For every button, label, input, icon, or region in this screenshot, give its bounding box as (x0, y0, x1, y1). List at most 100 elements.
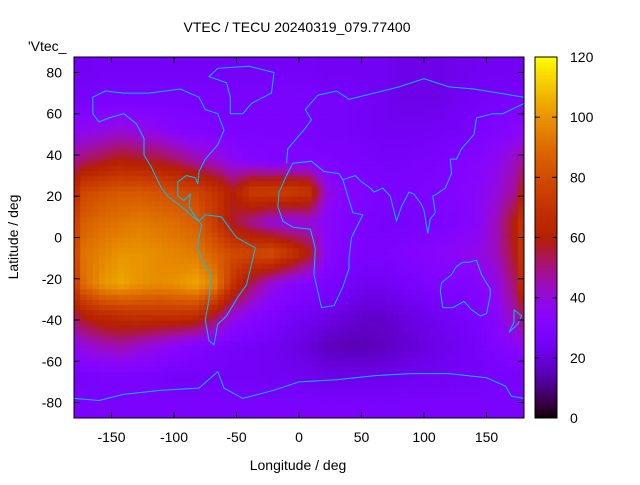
heatmap-cell (430, 93, 437, 99)
heatmap-cell (267, 376, 275, 383)
heatmap-cell (324, 191, 331, 197)
heatmap-cell (511, 144, 519, 151)
heatmap-cell (467, 108, 475, 115)
heatmap-cell (499, 93, 506, 99)
heatmap-cell (392, 237, 400, 244)
heatmap-cell (499, 129, 506, 135)
heatmap-cell (386, 139, 394, 146)
heatmap-cell (311, 361, 319, 367)
heatmap-cell (99, 160, 106, 166)
heatmap-cell (192, 350, 200, 357)
heatmap-cell (142, 304, 150, 311)
heatmap-cell (136, 103, 144, 109)
heatmap-cell (286, 278, 294, 285)
heatmap-cell (342, 412, 350, 419)
heatmap-cell (199, 216, 206, 223)
heatmap-cell (192, 309, 200, 316)
heatmap-cell (117, 252, 125, 259)
heatmap-cell (380, 62, 387, 68)
heatmap-cell (205, 263, 212, 269)
heatmap-cell (180, 108, 187, 115)
heatmap-cell (311, 57, 319, 63)
heatmap-cell (449, 113, 456, 120)
heatmap-cell (305, 299, 312, 305)
heatmap-cell (405, 124, 412, 130)
heatmap-cell (105, 185, 112, 192)
heatmap-cell (199, 278, 206, 285)
heatmap-cell (192, 77, 200, 84)
heatmap-cell (199, 299, 206, 305)
heatmap-cell (92, 185, 100, 192)
heatmap-cell (155, 392, 162, 398)
heatmap-cell (449, 201, 456, 207)
heatmap-cell (511, 366, 519, 372)
heatmap-cell (311, 381, 319, 388)
heatmap-cell (467, 412, 475, 419)
heatmap-cell (461, 397, 469, 403)
heatmap-cell (174, 139, 181, 146)
heatmap-cell (205, 242, 212, 249)
heatmap-cell (355, 258, 362, 264)
heatmap-cell (336, 139, 344, 146)
heatmap-cell (411, 407, 419, 414)
heatmap-cell (467, 196, 475, 202)
heatmap-cell (474, 113, 481, 120)
heatmap-cell (136, 170, 144, 177)
heatmap-cell (342, 93, 350, 99)
heatmap-cell (286, 356, 294, 362)
heatmap-cell (205, 314, 212, 321)
heatmap-cell (474, 185, 481, 192)
heatmap-cell (411, 247, 419, 254)
heatmap-cell (167, 87, 175, 94)
heatmap-cell (136, 211, 144, 218)
heatmap-cell (80, 371, 87, 378)
heatmap-cell (186, 283, 194, 290)
heatmap-cell (136, 134, 144, 140)
heatmap-cell (455, 62, 462, 68)
heatmap-cell (274, 412, 281, 419)
heatmap-cell (217, 381, 225, 388)
heatmap-cell (274, 294, 281, 300)
heatmap-cell (330, 67, 337, 73)
heatmap-cell (130, 191, 137, 197)
heatmap-cell (142, 340, 150, 347)
heatmap-cell (86, 242, 94, 249)
heatmap-cell (249, 201, 256, 207)
heatmap-cell (161, 180, 169, 187)
heatmap-cell (349, 381, 356, 388)
heatmap-cell (467, 366, 475, 372)
heatmap-cell (130, 387, 137, 393)
heatmap-cell (261, 139, 269, 146)
heatmap-cell (511, 134, 519, 140)
heatmap-cell (330, 62, 337, 68)
heatmap-cell (424, 273, 431, 280)
heatmap-cell (380, 67, 387, 73)
heatmap-cell (205, 340, 212, 347)
heatmap-cell (311, 371, 319, 378)
heatmap-cell (436, 227, 444, 233)
heatmap-cell (330, 263, 337, 269)
heatmap-cell (267, 304, 275, 311)
heatmap-cell (267, 139, 275, 146)
heatmap-cell (242, 263, 250, 269)
heatmap-cell (449, 57, 456, 63)
heatmap-cell (286, 67, 294, 73)
heatmap-cell (180, 222, 187, 228)
heatmap-cell (130, 124, 137, 130)
heatmap-cell (517, 402, 525, 409)
heatmap-cell (361, 252, 369, 259)
heatmap-cell (74, 252, 81, 259)
heatmap-cell (436, 216, 444, 223)
heatmap-cell (186, 87, 194, 94)
heatmap-cell (217, 103, 225, 109)
heatmap-cell (342, 366, 350, 372)
heatmap-cell (230, 335, 237, 342)
heatmap-cell (174, 407, 181, 414)
heatmap-cell (242, 381, 250, 388)
heatmap-cell (224, 154, 231, 161)
heatmap-cell (461, 314, 469, 321)
heatmap-cell (511, 227, 519, 233)
heatmap-cell (499, 180, 506, 187)
heatmap-cell (249, 170, 256, 177)
heatmap-cell (386, 98, 394, 104)
